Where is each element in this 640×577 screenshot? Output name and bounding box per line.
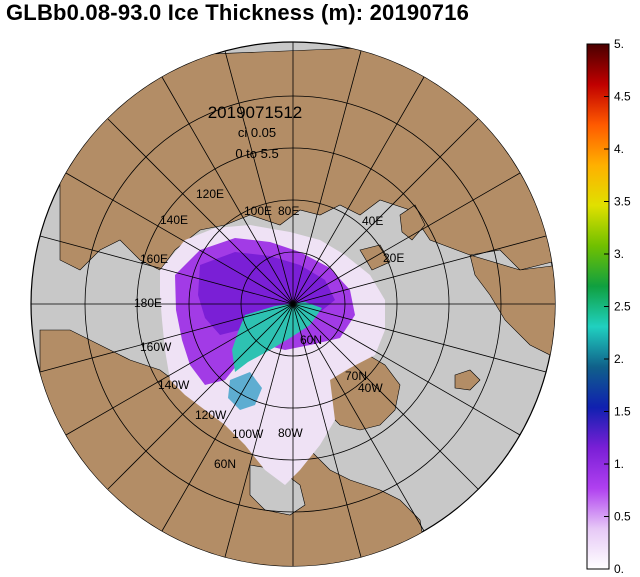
colorbar-tick-label: 2.5 — [614, 300, 631, 314]
colorbar-tick-label: 2. — [614, 352, 624, 366]
label-180e: 180E — [134, 296, 162, 310]
graticule-labels: 120E 140E 100E 80E 40E 20E 160E 180E 160… — [134, 187, 404, 471]
colorbar-tick-label: 0. — [614, 562, 624, 576]
colorbar-tick-label: 4. — [614, 142, 624, 156]
colorbar-tick-label: 4.5 — [614, 90, 631, 104]
label-60n-b: 60N — [214, 457, 236, 471]
colorbar-ticks: 5. 4.5 4. 3.5 3. 2.5 2. 1.5 1. 0.5 0. — [604, 37, 631, 576]
label-20e: 20E — [383, 251, 404, 265]
meridian-lines — [31, 42, 555, 566]
label-80e: 80E — [278, 204, 299, 218]
label-140w: 140W — [158, 378, 190, 392]
label-40e: 40E — [362, 214, 383, 228]
map-title: GLBb0.08-93.0 Ice Thickness (m): 2019071… — [6, 0, 470, 25]
label-100w: 100W — [232, 427, 264, 441]
label-40w: 40W — [358, 381, 383, 395]
label-160e: 160E — [140, 252, 168, 266]
colorbar-tick-label: 1. — [614, 457, 624, 471]
land-europe — [469, 254, 555, 361]
label-120e: 120E — [196, 187, 224, 201]
label-120w: 120W — [195, 408, 227, 422]
colorbar-tick-label: 3. — [614, 247, 624, 261]
land-iceland — [454, 369, 481, 391]
value-range: 0 to 5.5 — [235, 146, 278, 161]
label-100e: 100E — [244, 204, 272, 218]
label-140e: 140E — [160, 213, 188, 227]
contour-interval: ci 0.05 — [238, 125, 276, 140]
label-70n: 70N — [345, 369, 367, 383]
map-stamp: 2019071512 — [208, 103, 303, 122]
label-80w: 80W — [278, 426, 303, 440]
label-60n-a: 60N — [300, 333, 322, 347]
colorbar-tick-label: 3.5 — [614, 195, 631, 209]
ice-thickest — [232, 302, 322, 372]
label-160w: 160W — [140, 340, 172, 354]
colorbar-tick-label: 0.5 — [614, 510, 631, 524]
colorbar-tick-label: 5. — [614, 37, 624, 51]
land-eurasia — [59, 42, 555, 271]
colorbar-tick-label: 1.5 — [614, 405, 631, 419]
